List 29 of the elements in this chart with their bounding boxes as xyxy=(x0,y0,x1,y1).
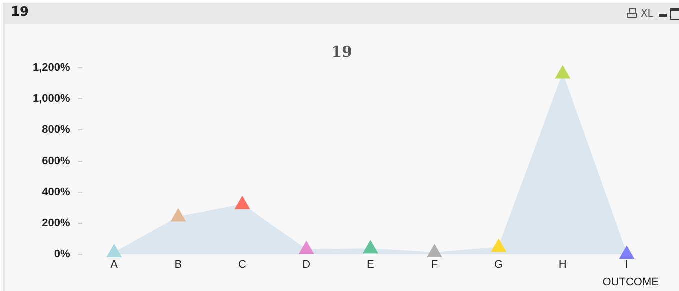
x-tick-label: A xyxy=(110,259,119,272)
x-tick-label: G xyxy=(494,259,504,272)
point xyxy=(555,65,571,79)
y-tick-label: 0% xyxy=(54,248,71,261)
x-tick-label: I xyxy=(625,259,628,272)
x-tick-label: F xyxy=(431,259,438,272)
y-tick-label: 1,000% xyxy=(32,93,71,106)
point xyxy=(106,244,122,258)
x-tick-label: B xyxy=(174,259,182,272)
text: XL xyxy=(641,7,654,20)
point xyxy=(170,208,186,222)
point xyxy=(619,246,635,260)
y-tick-label: 600% xyxy=(42,155,71,168)
point xyxy=(426,244,443,258)
point xyxy=(298,240,314,254)
x-tick-label: H xyxy=(558,259,567,272)
x-tick-label: D xyxy=(302,259,311,272)
y-tick-label: 1,200% xyxy=(32,62,71,74)
point xyxy=(234,196,250,210)
chart-title: 19 xyxy=(332,42,352,61)
x-tick-label: C xyxy=(238,259,247,272)
y-tick-label: 200% xyxy=(42,218,71,230)
x-tick-label: E xyxy=(366,259,374,272)
point xyxy=(491,238,507,252)
y-tick-label: 400% xyxy=(42,186,71,198)
x-axis-title: OUTCOME xyxy=(602,276,659,288)
y-tick-label: 800% xyxy=(42,124,71,136)
text: 19 xyxy=(11,5,30,20)
point xyxy=(362,240,378,254)
